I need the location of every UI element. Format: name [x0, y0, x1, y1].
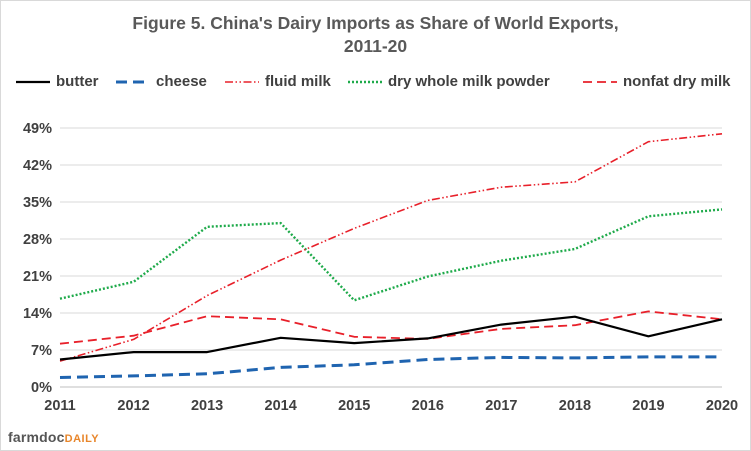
legend-swatch-fluid-milk — [225, 81, 259, 83]
brand-part2: DAILY — [64, 433, 100, 445]
y-tick-label: 0% — [31, 380, 52, 396]
y-tick-label: 7% — [31, 343, 52, 359]
chart-title-line2: 2011-20 — [343, 36, 408, 56]
legend-label-cheese: cheese — [156, 73, 207, 90]
y-tick-label: 42% — [23, 158, 52, 174]
x-tick-label: 2019 — [632, 398, 664, 414]
series-line-fluid-milk — [59, 133, 723, 362]
series-line-nonfat-dry-milk — [59, 310, 723, 345]
series-line-cheese — [59, 355, 722, 379]
y-tick-label: 14% — [23, 306, 52, 322]
chart-title-line1: Figure 5. China's Dairy Imports as Share… — [132, 13, 619, 33]
x-tick-label: 2016 — [412, 398, 444, 414]
legend-swatch-dry-whole-milk-powder — [348, 80, 382, 84]
x-tick-label: 2018 — [559, 398, 591, 414]
legend-swatch-butter — [16, 80, 50, 84]
series-line-dry-whole-milk-powder — [59, 208, 723, 302]
x-tick-label: 2013 — [191, 398, 223, 414]
legend-label-fluid-milk: fluid milk — [265, 73, 331, 90]
y-tick-label: 21% — [23, 269, 52, 285]
x-tick-label: 2014 — [265, 398, 297, 414]
x-tick-label: 2020 — [706, 398, 738, 414]
y-tick-label: 28% — [23, 232, 52, 248]
x-tick-label: 2012 — [117, 398, 149, 414]
legend-swatch-cheese — [116, 80, 150, 84]
chart-title: Figure 5. China's Dairy Imports as Share… — [0, 12, 751, 58]
x-tick-label: 2011 — [44, 398, 75, 414]
x-tick-label: 2015 — [338, 398, 370, 414]
legend-label-butter: butter — [56, 73, 99, 90]
legend-label-nonfat-dry-milk: nonfat dry milk — [623, 73, 731, 90]
legend-label-dry-whole-milk-powder: dry whole milk powder — [388, 73, 550, 90]
farmdoc-daily-logo: farmdocDAILY — [8, 429, 99, 445]
x-tick-label: 2017 — [485, 398, 517, 414]
brand-part1: farmdoc — [8, 429, 65, 445]
y-tick-label: 35% — [23, 195, 52, 211]
legend-swatch-nonfat-dry-milk — [583, 81, 617, 83]
series-line-butter — [59, 315, 723, 361]
y-tick-label: 49% — [23, 121, 52, 137]
